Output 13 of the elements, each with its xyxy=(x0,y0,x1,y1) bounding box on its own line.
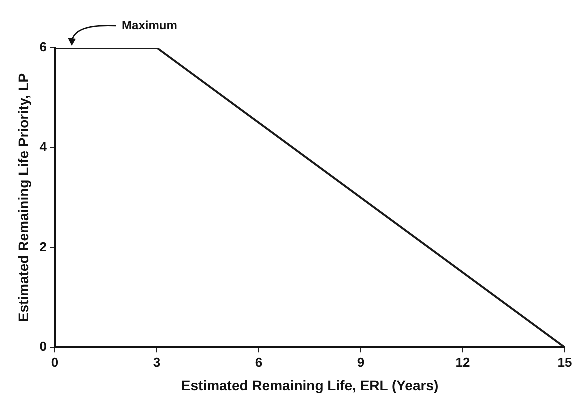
y-tick-label: 4 xyxy=(40,139,48,154)
x-tick-label: 12 xyxy=(456,354,470,370)
y-tick-label: 6 xyxy=(40,40,48,55)
annotation: Maximum xyxy=(122,18,178,32)
x-tick-label: 3 xyxy=(153,354,161,370)
x-tick-label: 0 xyxy=(51,354,59,370)
y-tick-label: 2 xyxy=(40,239,48,254)
x-axis-title: Estimated Remaining Life, ERL (Years) xyxy=(181,377,439,394)
x-tick-label: 6 xyxy=(255,354,263,370)
y-tick-label: 0 xyxy=(40,339,48,354)
y-axis-title: Estimated Remaining Life Priority, LP xyxy=(15,73,32,322)
x-tick-label: 9 xyxy=(357,354,365,370)
x-tick-label: 15 xyxy=(558,354,572,370)
